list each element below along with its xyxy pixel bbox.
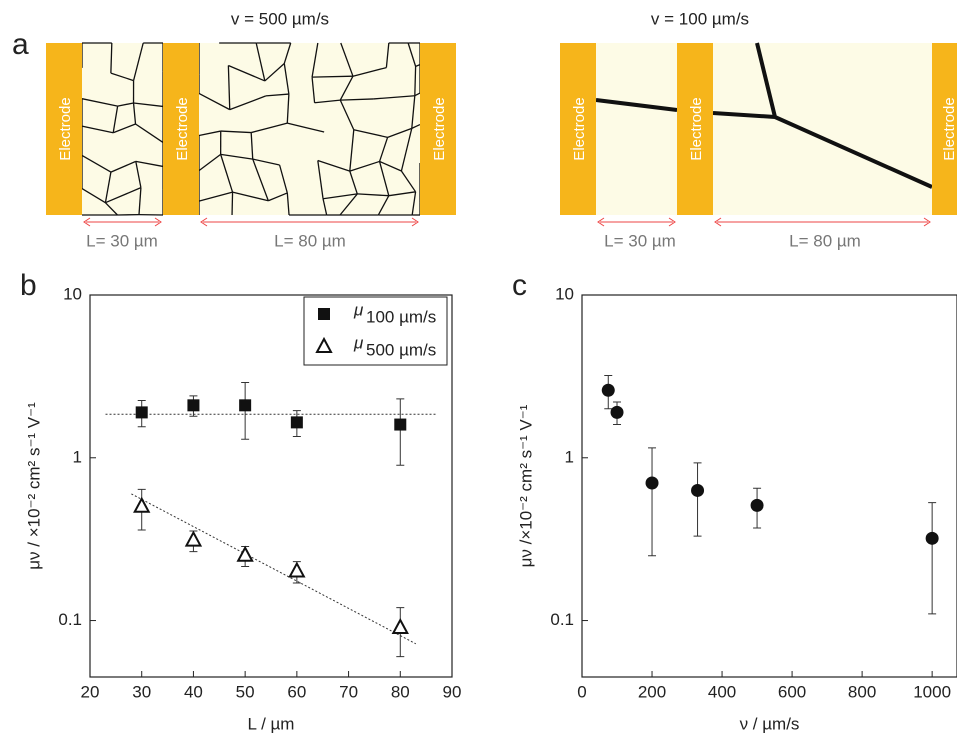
legend-label: 100 µm/s (366, 307, 436, 326)
legend-label: 500 µm/s (366, 340, 436, 359)
plot-frame (582, 295, 957, 677)
legend-label: μ (353, 333, 364, 352)
panel-label: a (12, 28, 29, 61)
marker (393, 620, 407, 633)
marker (602, 384, 615, 397)
marker (290, 564, 304, 577)
marker (136, 406, 148, 418)
panel-label: c (512, 269, 527, 302)
y-tick-label: 10 (63, 284, 82, 303)
gap-label: L= 30 µm (86, 231, 158, 250)
x-tick-label: 80 (391, 682, 410, 701)
electrode-label: Electrode (688, 97, 705, 160)
x-tick-label: 600 (778, 682, 806, 701)
x-tick-label: 60 (287, 682, 306, 701)
marker (135, 499, 149, 512)
schematic-title: v = 500 µm/s (231, 9, 329, 28)
grain-boundary (232, 192, 233, 215)
marker (611, 406, 624, 419)
y-tick-label: 0.1 (550, 610, 574, 629)
error-bar (648, 448, 656, 556)
y-tick-label: 1 (565, 447, 574, 466)
gap-label: L= 80 µm (789, 231, 861, 250)
grain-boundary (415, 66, 416, 95)
marker (926, 532, 939, 545)
y-axis-label: μν / ×10⁻² cm² s⁻¹ V⁻¹ (24, 402, 43, 570)
x-axis-label: ν / µm/s (740, 714, 800, 733)
legend-label: μ (353, 300, 364, 319)
x-tick-label: 800 (848, 682, 876, 701)
fit-line (131, 494, 415, 644)
x-tick-label: 70 (339, 682, 358, 701)
y-axis-label: μν /×10⁻² cm² s⁻¹ V⁻¹ (516, 404, 535, 567)
marker (394, 419, 406, 431)
marker (238, 548, 252, 561)
x-tick-label: 30 (132, 682, 151, 701)
schematic-right: Electrode Electrode Electrode L= 30 µm L… (560, 43, 957, 250)
error-bar (396, 399, 404, 465)
electrode-label: Electrode (571, 97, 588, 160)
electrode-label: Electrode (431, 97, 448, 160)
gap-label: L= 80 µm (274, 231, 346, 250)
x-axis-label: L / µm (248, 714, 295, 733)
panel-label: b (20, 269, 37, 302)
y-tick-label: 10 (555, 284, 574, 303)
electrode-label: Electrode (57, 97, 74, 160)
marker (646, 476, 659, 489)
electrode-label: Electrode (174, 97, 191, 160)
marker (691, 484, 704, 497)
schematic-left: Electrode Electrode Electrode L= 30 µm L… (46, 43, 456, 250)
x-tick-label: 0 (577, 682, 586, 701)
y-tick-label: 0.1 (58, 610, 82, 629)
marker (291, 416, 303, 428)
marker (187, 399, 199, 411)
x-tick-label: 50 (236, 682, 255, 701)
x-tick-label: 90 (443, 682, 462, 701)
marker (751, 499, 764, 512)
legend-marker (318, 308, 330, 320)
error-bar (694, 463, 702, 536)
x-tick-label: 400 (708, 682, 736, 701)
error-bar (928, 503, 936, 614)
x-tick-label: 1000 (913, 682, 951, 701)
x-tick-label: 200 (638, 682, 666, 701)
x-tick-label: 20 (81, 682, 100, 701)
schematic-title: v = 100 µm/s (651, 9, 749, 28)
electrode-label: Electrode (941, 97, 957, 160)
y-tick-label: 1 (73, 447, 82, 466)
marker (239, 399, 251, 411)
marker (186, 533, 200, 546)
gap-label: L= 30 µm (604, 231, 676, 250)
x-tick-label: 40 (184, 682, 203, 701)
